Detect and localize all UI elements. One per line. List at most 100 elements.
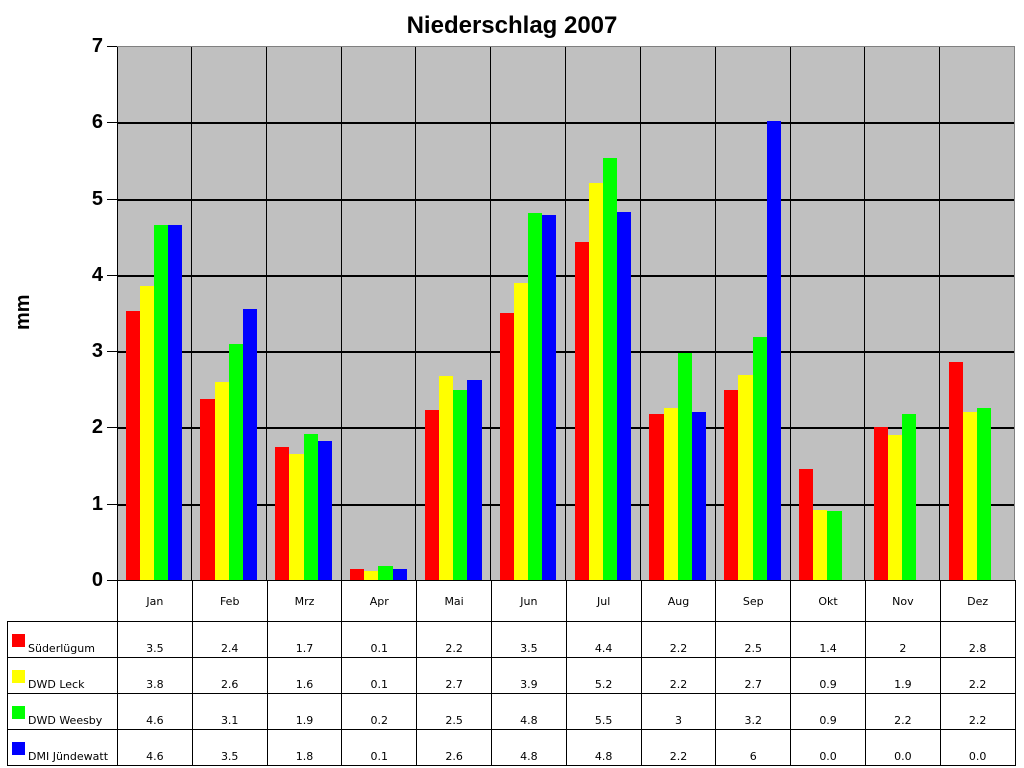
data-cell: 2.2 <box>640 621 717 658</box>
legend-entry: Süderlügum <box>7 621 118 658</box>
data-cell: 0.1 <box>341 621 418 658</box>
gridline-vertical <box>340 47 342 580</box>
legend-swatch-icon <box>12 706 25 719</box>
legend-label: DMI Jündewatt <box>28 750 109 763</box>
data-cell: 0.0 <box>939 729 1016 766</box>
data-cell: 2.5 <box>715 621 792 658</box>
data-cell: 6 <box>715 729 792 766</box>
bar <box>513 282 529 580</box>
data-cell: 3.5 <box>117 621 193 658</box>
bar <box>453 390 468 580</box>
legend-swatch-icon <box>12 670 25 683</box>
bar <box>813 509 828 580</box>
y-tick <box>107 351 117 353</box>
gridline-vertical <box>939 47 941 580</box>
gridline-vertical <box>639 47 641 580</box>
data-cell: 3.8 <box>117 657 193 694</box>
data-cell: 5.5 <box>565 693 642 730</box>
y-axis-line <box>117 47 118 580</box>
gridline-vertical <box>714 47 716 580</box>
y-tick <box>107 122 117 124</box>
legend-swatch-icon <box>12 742 25 755</box>
bar <box>289 454 304 580</box>
category-label: Feb <box>191 580 268 622</box>
y-tick <box>107 198 117 200</box>
bar <box>424 409 440 580</box>
bar <box>350 569 365 580</box>
data-cell: 2.2 <box>939 657 1016 694</box>
data-cell: 0.1 <box>341 657 418 694</box>
category-label: Aug <box>640 580 717 622</box>
plot-area: 0 1 2 3 4 5 6 7 <box>92 36 1015 590</box>
data-table-row: DWD Weesby 4.6 3.1 1.9 0.2 2.5 4.8 5.5 3 3.2 0.9 2.… <box>7 693 1016 730</box>
category-label: Dez <box>939 580 1016 622</box>
bar <box>962 412 978 580</box>
data-cell: 4.8 <box>565 729 642 766</box>
data-table-row: Süderlügum 3.5 2.4 1.7 0.1 2.2 3.5 4.4 2.2 2.5 1.4… <box>7 621 1016 658</box>
bar <box>499 313 514 580</box>
bar <box>214 381 229 580</box>
data-cell: 4.8 <box>490 693 567 730</box>
bar <box>827 511 842 580</box>
gridline-vertical <box>789 47 791 580</box>
bar <box>139 286 154 580</box>
bar <box>602 158 618 580</box>
y-tick-label: 4 <box>91 263 103 286</box>
data-cell: 2.5 <box>416 693 492 730</box>
legend-label: Süderlügum <box>28 642 95 655</box>
bar <box>275 447 290 580</box>
bar <box>200 399 215 580</box>
bar <box>752 337 767 580</box>
category-label: Sep <box>715 580 792 622</box>
data-cell: 0.1 <box>341 729 418 766</box>
data-cell: 2.8 <box>939 621 1016 658</box>
bar <box>153 225 169 580</box>
bar <box>724 390 739 580</box>
data-cell: 3.5 <box>191 729 268 766</box>
category-label: Okt <box>790 580 866 622</box>
bar <box>766 120 781 580</box>
data-cell: 0.9 <box>790 657 866 694</box>
data-cell: 2.2 <box>864 693 941 730</box>
bar <box>574 242 589 580</box>
category-label: Jun <box>490 580 567 622</box>
y-tick-label: 5 <box>91 187 103 210</box>
legend-entry: DWD Weesby <box>7 693 118 730</box>
category-label: Mrz <box>266 580 343 622</box>
y-tick-label: 0 <box>91 569 103 591</box>
data-cell: 3.5 <box>490 621 567 658</box>
data-cell: 3.1 <box>191 693 268 730</box>
category-label: Mai <box>416 580 492 622</box>
data-table: Jan Feb Mrz Apr Mai Jun Jul Aug Sep Okt Nov Dez Süd… <box>7 580 1016 766</box>
data-cell: 2.6 <box>416 729 492 766</box>
y-tick-label: 1 <box>91 492 103 515</box>
data-cell: 4.6 <box>117 729 193 766</box>
data-cell: 2.4 <box>191 621 268 658</box>
bar <box>617 212 632 580</box>
data-cell: 1.8 <box>266 729 343 766</box>
category-label: Jan <box>117 580 193 622</box>
data-table-row: DMI Jündewatt 4.6 3.5 1.8 0.1 2.6 4.8 4.8 2.2 6 0.… <box>7 729 1016 766</box>
bar <box>228 344 243 580</box>
y-tick <box>107 46 117 47</box>
data-cell: 2.2 <box>640 657 717 694</box>
data-cell: 4.4 <box>565 621 642 658</box>
bar <box>378 566 393 580</box>
bar <box>799 469 814 580</box>
bar <box>649 413 664 580</box>
data-cell: 0.0 <box>790 729 866 766</box>
data-table-corner <box>7 580 118 622</box>
data-cell: 3.9 <box>490 657 567 694</box>
data-cell: 1.4 <box>790 621 866 658</box>
bar <box>873 427 889 580</box>
category-label: Nov <box>864 580 941 622</box>
data-cell: 4.8 <box>490 729 567 766</box>
y-tick-label: 6 <box>91 111 103 134</box>
bar <box>738 374 753 580</box>
category-label: Apr <box>341 580 418 622</box>
data-cell: 2.2 <box>640 729 717 766</box>
chart-title: Niederschlag 2007 <box>406 12 618 39</box>
y-tick-label: 3 <box>91 340 103 363</box>
gridline-vertical <box>415 47 417 580</box>
data-cell: 3.2 <box>715 693 792 730</box>
